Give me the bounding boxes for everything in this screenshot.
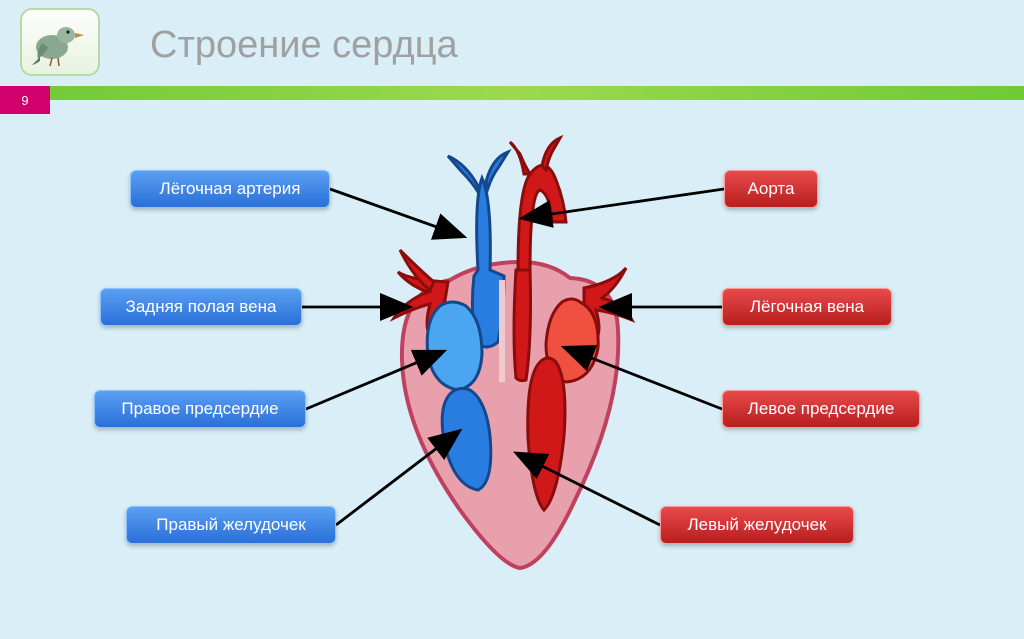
label-right_atrium: Правое предсердие — [94, 390, 306, 428]
label-pulmonary_artery: Лёгочная артерия — [130, 170, 330, 208]
slide-title: Строение сердца — [150, 24, 458, 67]
heart-diagram — [370, 130, 660, 570]
label-aorta: Аорта — [724, 170, 818, 208]
label-posterior_vena_cava: Задняя полая вена — [100, 288, 302, 326]
pigeon-icon — [30, 17, 90, 67]
right-atrium-shape — [427, 302, 482, 390]
label-pulmonary_vein: Лёгочная вена — [722, 288, 892, 326]
slide-icon-box — [20, 8, 100, 76]
label-left_ventricle: Левый желудочек — [660, 506, 854, 544]
page-number-badge: 9 — [0, 86, 50, 114]
accent-bar — [0, 86, 1024, 100]
label-left_atrium: Левое предсердие — [722, 390, 920, 428]
label-right_ventricle: Правый желудочек — [126, 506, 336, 544]
aorta-descending — [514, 270, 531, 381]
